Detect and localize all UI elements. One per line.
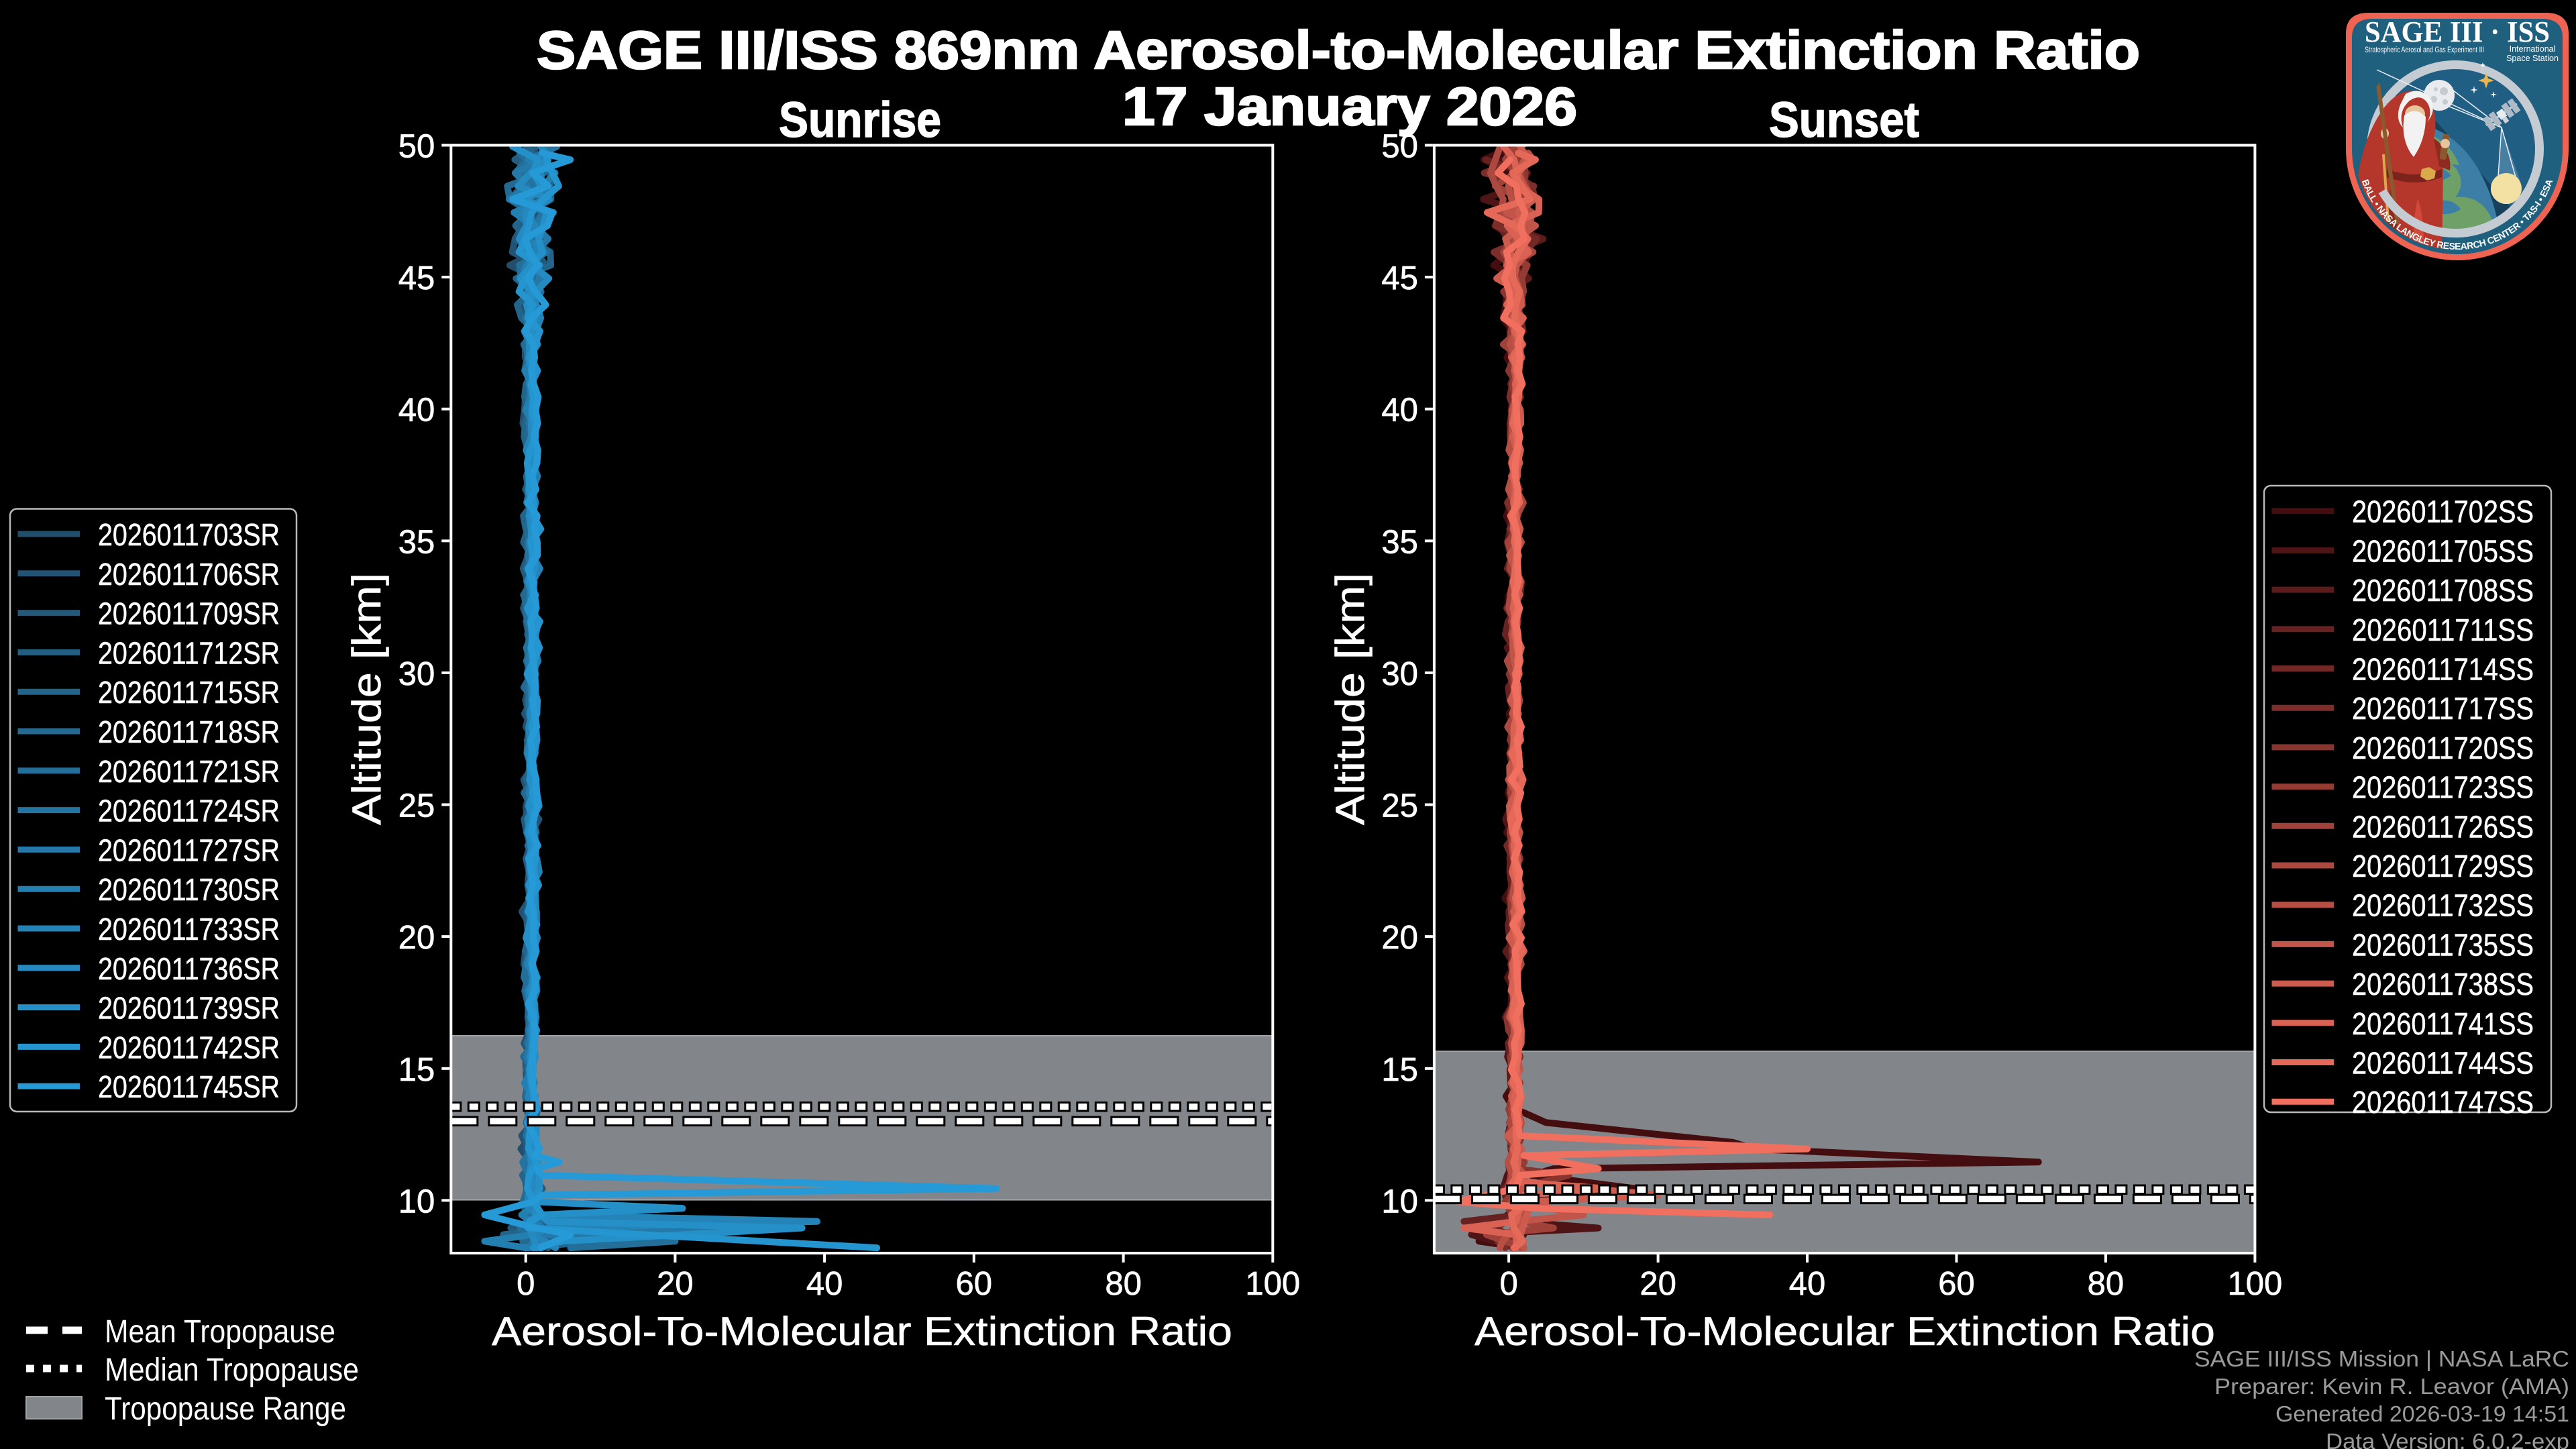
svg-text:Stratospheric Aerosol and Gas: Stratospheric Aerosol and Gas Experiment… [2365,46,2484,54]
svg-text:2026011733SR: 2026011733SR [98,912,280,947]
svg-text:2026011745SR: 2026011745SR [98,1069,280,1104]
svg-text:2026011717SS: 2026011717SS [2352,691,2534,726]
svg-text:Altitude [km]: Altitude [km] [344,573,389,825]
svg-text:Sunset: Sunset [1769,92,1919,148]
svg-text:2026011738SS: 2026011738SS [2352,967,2534,1002]
svg-text:SAGE III/ISS Mission | NASA La: SAGE III/ISS Mission | NASA LaRC [2194,1346,2569,1371]
svg-text:2026011706SR: 2026011706SR [98,557,280,592]
svg-text:2026011703SR: 2026011703SR [98,517,280,552]
svg-text:2026011742SR: 2026011742SR [98,1030,280,1065]
svg-text:40: 40 [398,392,435,429]
svg-text:2026011712SR: 2026011712SR [98,635,280,670]
svg-text:0: 0 [517,1266,535,1302]
svg-text:2026011715SR: 2026011715SR [98,675,280,710]
svg-text:2026011702SS: 2026011702SS [2352,494,2534,529]
svg-text:2026011718SR: 2026011718SR [98,714,280,749]
svg-text:20: 20 [1640,1266,1676,1302]
svg-text:SAGE III · ISS: SAGE III · ISS [2365,15,2550,48]
svg-text:SAGE III/ISS 869nm Aerosol-to-: SAGE III/ISS 869nm Aerosol-to-Molecular … [537,20,2140,80]
svg-text:Data Version: 6.0.2-exp: Data Version: 6.0.2-exp [2326,1429,2569,1449]
svg-text:Sunrise: Sunrise [779,92,941,148]
svg-text:2026011705SS: 2026011705SS [2352,533,2534,568]
svg-text:100: 100 [1245,1266,1300,1302]
svg-text:80: 80 [2088,1266,2125,1302]
svg-text:10: 10 [1381,1183,1418,1220]
svg-text:2026011714SS: 2026011714SS [2352,652,2534,687]
svg-text:Space Station: Space Station [2506,54,2559,63]
svg-text:17 January 2026: 17 January 2026 [1122,76,1577,136]
svg-text:2026011732SS: 2026011732SS [2352,888,2534,923]
svg-text:25: 25 [1381,788,1418,824]
svg-text:15: 15 [1381,1052,1418,1088]
svg-text:2026011709SR: 2026011709SR [98,596,280,631]
svg-text:2026011744SS: 2026011744SS [2352,1046,2534,1081]
svg-text:2026011741SS: 2026011741SS [2352,1006,2534,1041]
svg-text:2026011735SS: 2026011735SS [2352,927,2534,962]
svg-text:2026011711SS: 2026011711SS [2352,612,2534,647]
svg-text:40: 40 [806,1266,843,1302]
svg-text:2026011723SS: 2026011723SS [2352,770,2534,805]
svg-text:15: 15 [398,1052,435,1088]
svg-text:30: 30 [398,656,435,692]
svg-text:30: 30 [1381,656,1418,692]
svg-text:60: 60 [956,1266,993,1302]
svg-text:10: 10 [398,1183,435,1220]
svg-text:60: 60 [1938,1266,1975,1302]
svg-text:45: 45 [1381,260,1418,297]
svg-text:20: 20 [1381,920,1418,956]
svg-text:2026011708SS: 2026011708SS [2352,573,2534,608]
svg-text:2026011730SR: 2026011730SR [98,872,280,907]
svg-text:2026011729SS: 2026011729SS [2352,849,2534,883]
svg-text:Preparer: Kevin R. Leavor (AMA: Preparer: Kevin R. Leavor (AMA) [2214,1374,2569,1399]
svg-text:2026011726SS: 2026011726SS [2352,809,2534,844]
svg-text:Aerosol-To-Molecular Extinctio: Aerosol-To-Molecular Extinction Ratio [492,1309,1232,1354]
svg-text:Mean Tropopause: Mean Tropopause [105,1314,335,1350]
svg-text:25: 25 [398,788,435,824]
svg-text:40: 40 [1381,392,1418,429]
svg-text:45: 45 [398,260,435,297]
svg-text:2026011720SS: 2026011720SS [2352,731,2534,765]
svg-text:0: 0 [1499,1266,1517,1302]
svg-text:Aerosol-To-Molecular Extinctio: Aerosol-To-Molecular Extinction Ratio [1474,1309,2215,1354]
svg-text:2026011747SS: 2026011747SS [2352,1085,2534,1120]
svg-text:20: 20 [398,920,435,956]
svg-text:Median Tropopause: Median Tropopause [105,1352,359,1388]
svg-text:Altitude [km]: Altitude [km] [1328,573,1373,825]
svg-text:2026011739SR: 2026011739SR [98,991,280,1026]
svg-text:Generated 2026-03-19 14:51: Generated 2026-03-19 14:51 [2275,1401,2569,1426]
svg-text:50: 50 [398,129,435,165]
svg-text:35: 35 [1381,524,1418,560]
svg-text:80: 80 [1105,1266,1142,1302]
svg-text:40: 40 [1789,1266,1826,1302]
svg-text:International: International [2510,44,2556,54]
svg-text:20: 20 [657,1266,694,1302]
svg-text:2026011724SR: 2026011724SR [98,794,280,828]
svg-text:2026011721SR: 2026011721SR [98,754,280,789]
svg-text:50: 50 [1381,129,1418,165]
svg-text:Tropopause Range: Tropopause Range [105,1391,346,1427]
svg-text:2026011727SR: 2026011727SR [98,833,280,867]
svg-text:100: 100 [2228,1266,2283,1302]
svg-text:35: 35 [398,524,435,560]
svg-text:2026011736SR: 2026011736SR [98,951,280,986]
